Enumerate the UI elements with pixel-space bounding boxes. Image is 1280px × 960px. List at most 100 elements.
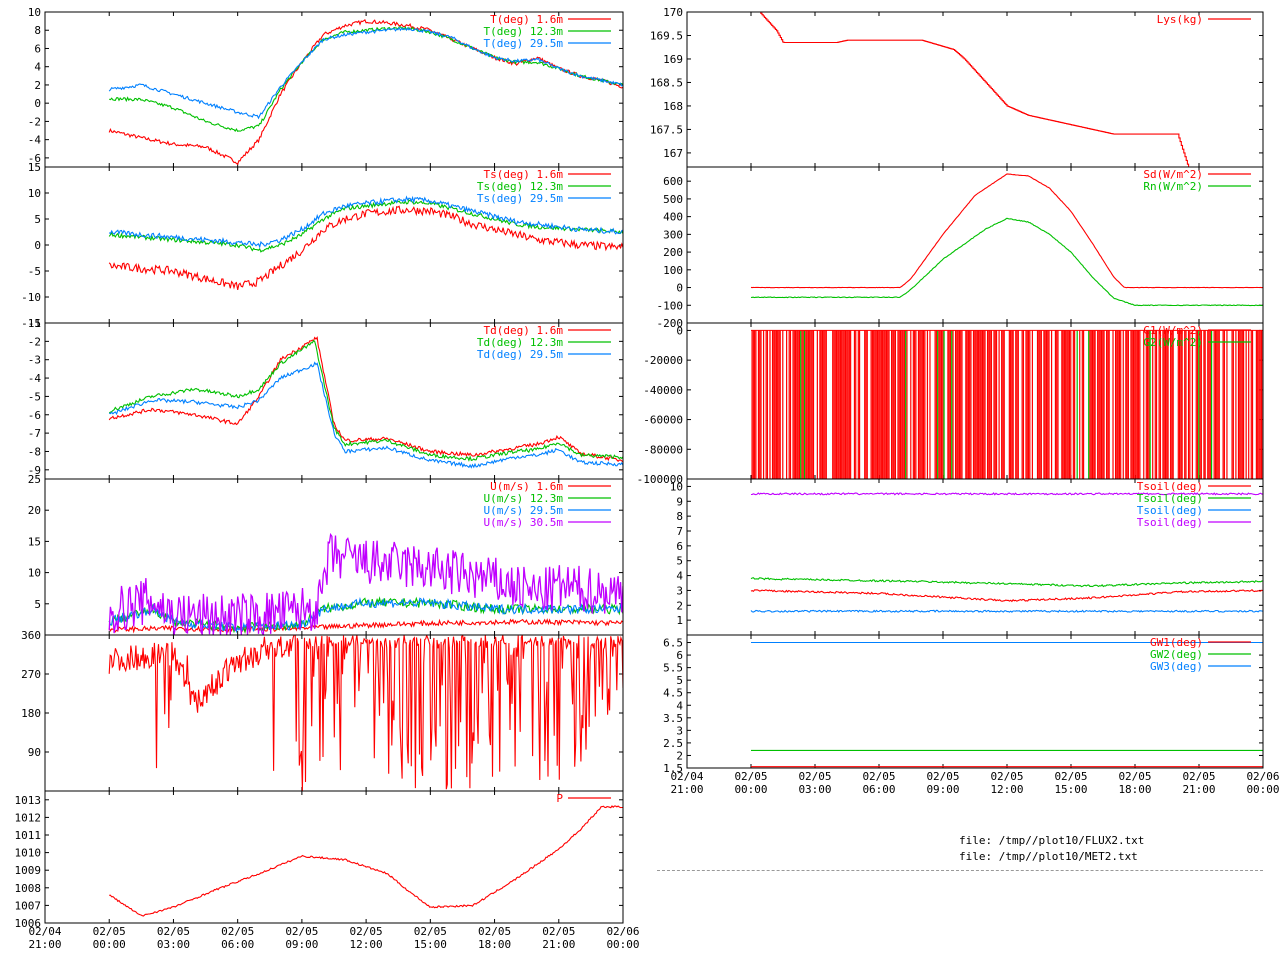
y-tick-label: 25 (28, 473, 41, 486)
y-tick-label: 5 (676, 555, 683, 568)
left-time-axis-tick-label: 02/05 (93, 925, 126, 938)
y-tick-label: 180 (21, 707, 41, 720)
left-time-axis-tick-label: 02/05 (478, 925, 511, 938)
y-tick-label: 10 (28, 6, 41, 19)
y-tick-label: -8 (28, 445, 41, 458)
y-tick-label: -80000 (643, 443, 683, 456)
plot-frame-ground-water (686, 634, 1264, 769)
right-time-axis-tick-label: 00:00 (1246, 783, 1279, 796)
y-tick-label: 1008 (15, 882, 42, 895)
y-tick-label: -200 (657, 317, 684, 330)
series-line-soil-temp-0 (750, 588, 1263, 603)
panel-pressure: 1006 1007 1008 1009 1010 1011 1012 1013 P (15, 790, 624, 930)
plot-area-pressure (109, 805, 623, 917)
y-tick-label: -2 (28, 335, 41, 348)
left-time-axis-tick-label: 02/05 (414, 925, 447, 938)
series-line-wind-dir-0 (108, 635, 623, 791)
y-tick-label: 400 (663, 211, 683, 224)
y-tick-label: -40000 (643, 384, 683, 397)
y-tick-label: 0 (676, 282, 683, 295)
y-tick-label: 4 (676, 570, 683, 583)
legend-label: Tsoil(deg) (1137, 492, 1203, 505)
legend-label: Tsoil(deg) (1137, 504, 1203, 517)
y-tick-label: -10 (21, 291, 41, 304)
y-tick-label: 8 (676, 510, 683, 523)
plot-area-soil-temp (750, 492, 1263, 613)
series-line-surface-temp-1 (108, 199, 623, 253)
right-time-axis-tick-label: 02/05 (734, 770, 767, 783)
legend-label: U(m/s) 29.5m (484, 504, 564, 517)
panel-wind-dir: 90 180 270 360 (21, 629, 624, 792)
legend-label: Ts(deg) 12.3m (477, 180, 563, 193)
y-tick-label: 6 (676, 649, 683, 662)
y-tick-label: -3 (28, 354, 41, 367)
right-time-axis-tick-label: 00:00 (734, 783, 767, 796)
y-tick-label: 4.5 (663, 687, 683, 700)
series-line-dewpoint-1 (108, 339, 623, 462)
legend-label: Lys(kg) (1157, 13, 1203, 26)
y-tick-label: 0 (34, 97, 41, 110)
right-time-axis-tick-label: 02/05 (1182, 770, 1215, 783)
left-time-axis-tick-label: 21:00 (28, 938, 61, 951)
y-tick-label: 2 (676, 749, 683, 762)
y-tick-label: 1012 (15, 811, 42, 824)
right-time-axis-tick-label: 02/05 (1054, 770, 1087, 783)
series-line-dewpoint-2 (109, 361, 623, 469)
plot-frame-pressure (44, 790, 624, 924)
series-line-wind-speed-3 (108, 532, 623, 635)
y-tick-label: 169.5 (650, 29, 683, 42)
y-tick-label: 6.5 (663, 637, 683, 650)
y-tick-label: -60000 (643, 414, 683, 427)
y-tick-label: -5 (28, 390, 41, 403)
legend-label: P (556, 792, 563, 805)
right-time-axis-tick-label: 02/05 (798, 770, 831, 783)
panel-radiation: -200 -100 0 100 200 300 400 500 600 Sd(W/m^2)Rn(W… (657, 166, 1264, 330)
series-line-air-temp-1 (108, 26, 623, 133)
y-tick-label: 1007 (15, 899, 42, 912)
panel-lysimeter: 167 167.5 168 168.5 169 169.5 170 Lys(kg) (650, 6, 1264, 168)
right-time-axis-tick-label: 02/05 (926, 770, 959, 783)
y-tick-label: -9 (28, 464, 41, 477)
legend-label: Td(deg) 1.6m (484, 324, 564, 337)
y-tick-label: 2 (34, 79, 41, 92)
y-tick-label: 5.5 (663, 662, 683, 675)
y-tick-label: 9 (676, 495, 683, 508)
legend-label: Ts(deg) 1.6m (484, 168, 564, 181)
series-line-air-temp-0 (108, 19, 623, 166)
plot-area-ground-water (751, 641, 1263, 768)
legend-label: U(m/s) 12.3m (484, 492, 564, 505)
legend-label: T(deg) 1.6m (490, 13, 563, 26)
y-tick-label: -1 (28, 317, 41, 330)
series-line-pressure-0 (109, 805, 623, 917)
plot-area-wind-speed (108, 532, 623, 635)
series-line-wind-speed-0 (108, 618, 623, 634)
y-tick-label: 170 (663, 6, 683, 19)
left-time-axis-tick-label: 02/05 (542, 925, 575, 938)
plot-area-soil-heat-flux (751, 329, 1263, 479)
y-tick-label: 169 (663, 53, 683, 66)
y-tick-label: 167 (663, 147, 683, 160)
series-line-soil-temp-1 (750, 577, 1263, 588)
plot-frame-lysimeter (686, 11, 1264, 168)
panel-soil-heat-flux: -100000 -80000 -60000 -40000 -20000 0 G1(W/m^2… (637, 322, 1264, 486)
y-tick-label: 0 (676, 324, 683, 337)
y-tick-label: 500 (663, 193, 683, 206)
y-tick-label: 7 (676, 525, 683, 538)
y-tick-label: -15 (21, 317, 41, 330)
y-tick-label: 2.5 (663, 737, 683, 750)
y-tick-label: 5 (34, 598, 41, 611)
y-tick-label: 10 (670, 480, 683, 493)
left-time-axis-tick-label: 00:00 (606, 938, 639, 951)
y-tick-label: 1006 (15, 917, 42, 930)
y-tick-label: 167.5 (650, 123, 683, 136)
y-tick-label: 6 (676, 540, 683, 553)
series-line-radiation-1 (750, 217, 1263, 307)
footer-divider (657, 870, 1263, 871)
y-tick-label: 15 (28, 161, 41, 174)
y-tick-label: 300 (663, 228, 683, 241)
right-time-axis-tick-label: 02/04 (670, 770, 703, 783)
y-tick-label: 3 (676, 584, 683, 597)
plot-area-surface-temp (108, 195, 623, 291)
